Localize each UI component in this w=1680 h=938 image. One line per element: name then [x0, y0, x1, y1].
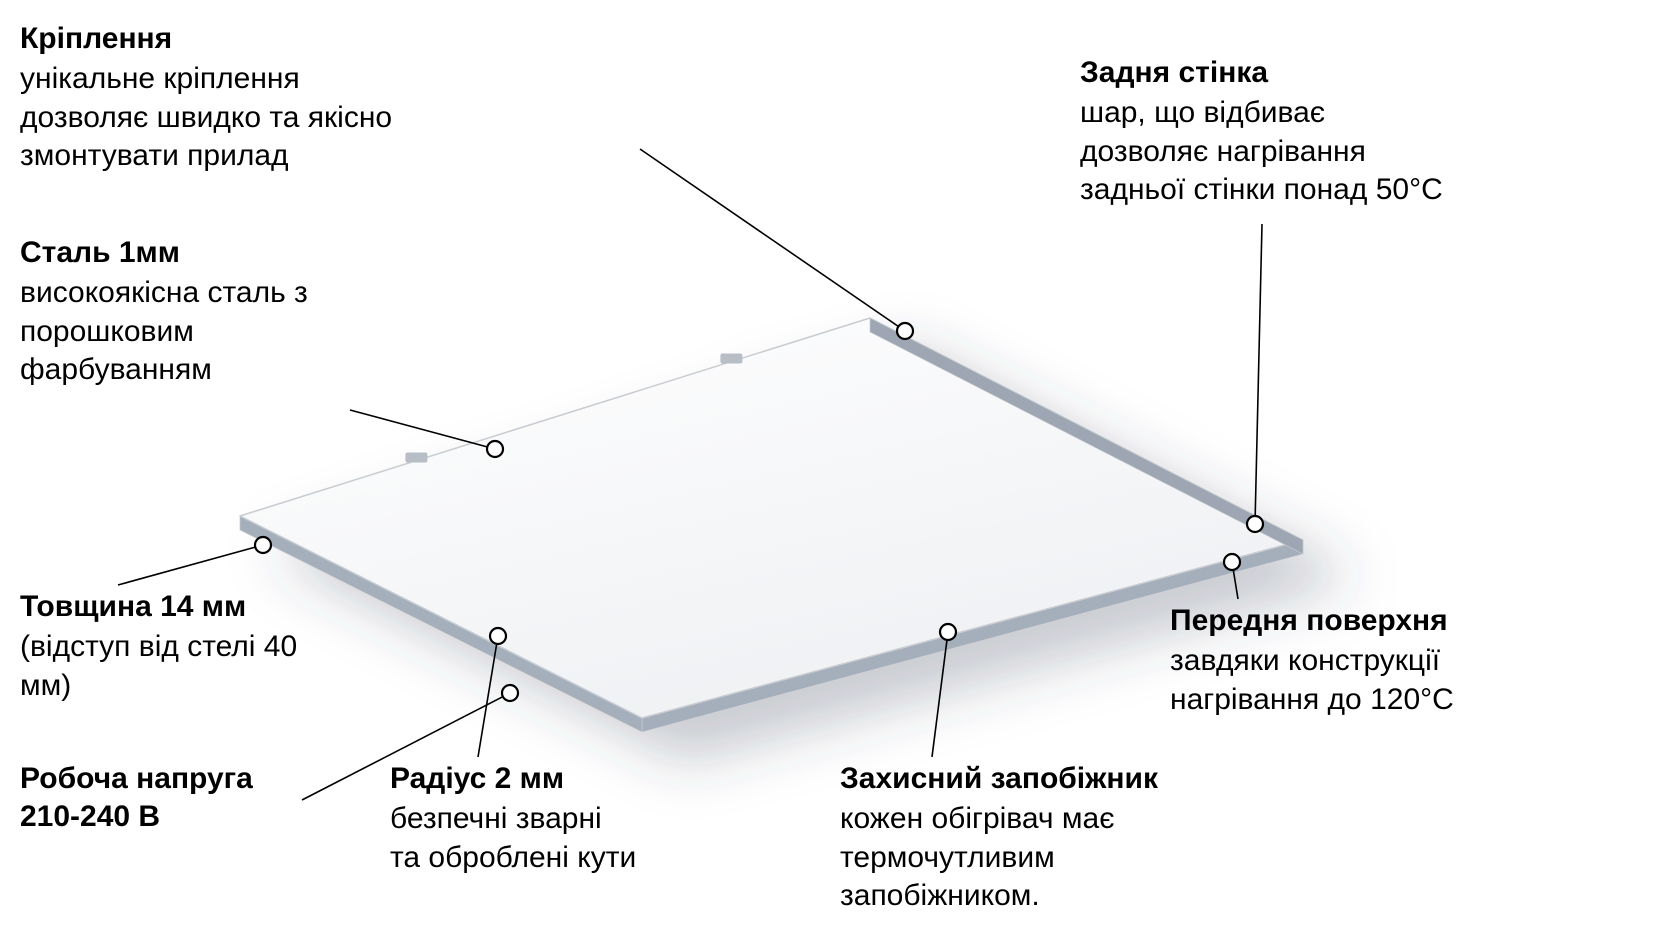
- callout-steel: Сталь 1ммвисокоякісна сталь з порошковим…: [20, 234, 380, 390]
- callout-desc: кожен обігрівач має термочутливим запобі…: [840, 800, 1260, 915]
- callout-fuse: Захисний запобіжниккожен обігрівач має т…: [840, 760, 1260, 916]
- callout-back-wall: Задня стінкашар, що відбиває дозволяє на…: [1080, 54, 1600, 210]
- callout-desc: завдяки конструкції нагрівання до 120°С: [1170, 642, 1590, 719]
- callout-title: Сталь 1мм: [20, 234, 380, 272]
- callout-title: Радіус 2 мм: [390, 760, 730, 798]
- callout-thickness: Товщина 14 мм(відступ від стелі 40 мм): [20, 588, 360, 705]
- callout-title: Товщина 14 мм: [20, 588, 360, 626]
- diagram-stage: Кріпленняунікальне кріплення дозволяє шв…: [0, 0, 1680, 938]
- callout-title: Кріплення: [20, 20, 450, 58]
- callout-radius: Радіус 2 ммбезпечні зварні та оброблені …: [390, 760, 730, 877]
- callout-title: Задня стінка: [1080, 54, 1600, 92]
- callout-mount: Кріпленняунікальне кріплення дозволяє шв…: [20, 20, 450, 176]
- callout-title: Робоча напруга 210-240 В: [20, 760, 340, 837]
- callout-desc: унікальне кріплення дозволяє швидко та я…: [20, 60, 450, 175]
- callout-desc: (відступ від стелі 40 мм): [20, 628, 360, 705]
- callout-title: Захисний запобіжник: [840, 760, 1260, 798]
- callout-voltage: Робоча напруга 210-240 В: [20, 760, 340, 837]
- callout-front: Передня поверхнязавдяки конструкції нагр…: [1170, 602, 1590, 719]
- callout-desc: високоякісна сталь з порошковим фарбуван…: [20, 274, 380, 389]
- callout-desc: безпечні зварні та оброблені кути: [390, 800, 730, 877]
- callout-title: Передня поверхня: [1170, 602, 1590, 640]
- callout-desc: шар, що відбиває дозволяє нагрівання зад…: [1080, 94, 1600, 209]
